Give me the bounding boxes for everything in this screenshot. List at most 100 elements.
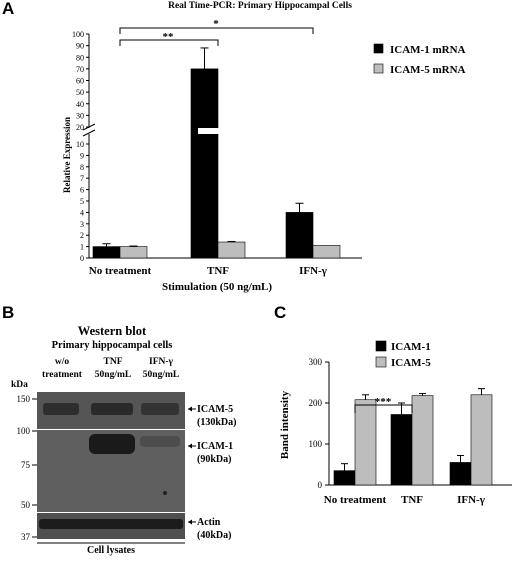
bar-icam-1-ifn (449, 462, 472, 486)
panel-a-xlabel: Stimulation (50 ng/mL) (162, 281, 272, 293)
panel-a-ytick-label-4: 4 (80, 208, 84, 217)
panel-c-legend-swatch-icam5 (375, 356, 387, 368)
arrow-head-actin (188, 519, 192, 525)
bar-icam-5-ifn (470, 394, 493, 486)
panel-b-title: Western blot (78, 324, 147, 338)
marker-label-100: 100 (17, 426, 31, 436)
panel-c-y-ticks: 0 100 200 300 (309, 357, 329, 490)
panel-a-ytick-label-2: 2 (80, 231, 84, 240)
panel-a-ytick-label-9: 9 (80, 151, 84, 160)
panel-a-ytick-label-7: 7 (80, 174, 84, 183)
bar-icam-1-tnf (390, 414, 413, 486)
panel-a-ytick-label-6: 6 (80, 186, 84, 195)
lane-label-1-line1: w/o (55, 357, 70, 367)
panel-a-ytick-label-10: 10 (76, 140, 84, 149)
bar-icam-5-mrna-no-treatment (119, 246, 148, 259)
panel-c-bars (333, 388, 493, 486)
bar-icam-1-mrna-ifn (285, 212, 314, 259)
arrow-head-icam1 (188, 443, 192, 449)
band-size-icam5: (130kDa) (197, 417, 236, 428)
kda-label: kDa (11, 380, 28, 390)
panel-c-ytick-label-0: 0 (318, 480, 323, 490)
panel-a-sig-label-tnf: ** (163, 31, 175, 43)
panel-b-letter: B (2, 303, 14, 322)
panel-c-xtick-label-tnf: TNF (401, 494, 423, 506)
panel-a-bar-break-gap (198, 128, 238, 134)
marker-label-150: 150 (17, 394, 31, 404)
panel-a-sig-bracket-ifn (119, 27, 314, 34)
lane-label-1-line2: treatment (42, 370, 83, 380)
panel-a-legend-label-icam5: ICAM-5 mRNA (390, 64, 466, 76)
lane-label-3-line2: 50ng/mL (143, 370, 179, 380)
panel-a-ytick-label-20: 20 (76, 123, 84, 132)
panel-a-ytick-label-90: 90 (76, 42, 84, 51)
panel-a-sig-bracket-tnf (119, 39, 219, 46)
band-label-icam1: ICAM-1 (197, 441, 233, 452)
panel-a-xtick-label-tnf: TNF (207, 265, 229, 277)
panel-c-legend-swatch-icam1 (375, 340, 387, 352)
band-size-actin: (40kDa) (197, 530, 231, 541)
panel-a-ytick-label-40: 40 (76, 100, 84, 109)
icam5-band-lane1 (43, 403, 79, 415)
lane-label-2-line1: TNF (104, 357, 123, 367)
cell-lysates-caption: Cell lysates (87, 545, 135, 556)
actin-band (39, 519, 183, 529)
panel-c-xtick-label-ifn: IFN-γ (457, 494, 485, 506)
panel-c-sig-label: *** (375, 396, 392, 408)
panel-c-xtick-label-no-treatment: No treatment (324, 494, 387, 506)
panel-a-ytick-label-80: 80 (76, 53, 84, 62)
panel-c-ytick-label-100: 100 (309, 439, 323, 449)
panel-c-ylabel: Band intensity (279, 390, 291, 459)
panel-a-ytick-label-8: 8 (80, 163, 84, 172)
icam5-band-lane3 (141, 403, 179, 415)
panel-c-ytick-label-300: 300 (309, 357, 323, 367)
panel-a-ytick-label-60: 60 (76, 77, 84, 86)
panel-a-ytick-label-70: 70 (76, 65, 84, 74)
icam1-band-lane2 (89, 434, 135, 454)
panel-a-title: Real Time-PCR: Primary Hippocampal Cells (168, 1, 352, 11)
marker-label-50: 50 (21, 500, 31, 510)
panel-a: A Real Time-PCR: Primary Hippocampal Cel… (2, 0, 466, 293)
marker-label-37: 37 (21, 532, 31, 542)
panel-c-legend-label-icam1: ICAM-1 (391, 341, 431, 353)
bar-icam-5-mrna-ifn (312, 245, 341, 259)
panel-b-subtitle: Primary hippocampal cells (52, 340, 173, 351)
bar-icam-1-mrna-no-treatment (92, 246, 121, 259)
panel-a-ytick-label-0: 0 (80, 254, 84, 263)
marker-label-75: 75 (21, 460, 31, 470)
panel-a-legend-swatch-icam1 (373, 43, 384, 54)
bar-icam-5-tnf (411, 395, 434, 486)
bar-icam-1-no-treatment (333, 470, 356, 486)
panel-a-ylabel: Relative Expression (62, 117, 72, 193)
panel-a-ytick-label-50: 50 (76, 88, 84, 97)
panel-a-ytick-label-30: 30 (76, 111, 84, 120)
band-label-actin: Actin (197, 517, 221, 528)
panel-a-xtick-label-ifn: IFN-γ (299, 265, 327, 277)
panel-a-bars (92, 47, 341, 259)
panel-c-legend-label-icam5: ICAM-5 (391, 357, 431, 369)
blot-speck (163, 491, 167, 495)
panel-a-legend-swatch-icam5 (373, 63, 384, 74)
lane-label-2-line2: 50ng/mL (95, 370, 131, 380)
panel-b: B Western blot Primary hippocampal cells… (2, 303, 236, 556)
panel-c-letter: C (274, 303, 286, 322)
band-label-icam5: ICAM-5 (197, 404, 233, 415)
band-size-icam1: (90kDa) (197, 454, 231, 465)
panel-a-ytick-label-100: 100 (72, 30, 84, 39)
panel-a-y-ticks: 0 1 2 3 4 5 6 7 8 9 10 20 30 40 50 60 70 80 90 100 (72, 30, 89, 263)
arrow-head-icam5 (188, 406, 192, 412)
lane-label-3-line1: IFN-γ (149, 357, 174, 367)
icam5-band-lane2 (91, 403, 133, 415)
panel-c-sig-bracket (354, 404, 413, 413)
panel-a-xtick-label-no-treatment: No treatment (89, 265, 152, 277)
panel-a-ytick-label-1: 1 (80, 243, 84, 252)
panel-a-x-categories: No treatment TNF IFN-γ (89, 265, 327, 277)
icam1-band-lane3 (140, 436, 180, 447)
bar-icam-1-mrna-tnf (190, 68, 219, 259)
panel-a-ytick-label-5: 5 (80, 197, 84, 206)
bar-icam-5-no-treatment (354, 399, 377, 486)
panel-c-ytick-label-200: 200 (309, 398, 323, 408)
panel-c-x-categories: No treatment TNF IFN-γ (324, 494, 485, 506)
bar-icam-5-mrna-tnf (217, 241, 246, 259)
